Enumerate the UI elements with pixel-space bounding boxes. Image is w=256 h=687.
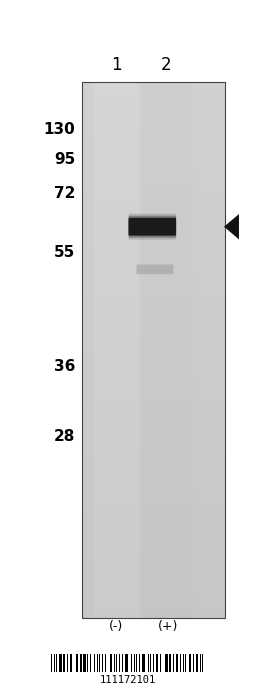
Text: 28: 28 [54,429,76,444]
Bar [176,654,177,672]
Bar [134,654,135,672]
Bar [99,654,100,672]
Text: 72: 72 [54,186,76,201]
Bar [139,654,140,672]
Bar [119,654,120,672]
Bar [157,654,158,672]
Bar [85,654,86,672]
Bar [200,654,201,672]
FancyBboxPatch shape [136,264,173,274]
Bar [143,654,144,672]
Bar [87,654,88,672]
Text: 111172101: 111172101 [100,675,156,685]
Bar [70,654,71,672]
Bar [197,654,198,672]
Bar [77,654,79,672]
Bar [54,654,56,672]
FancyBboxPatch shape [129,218,176,236]
Bar [56,654,57,672]
Bar [80,654,81,672]
Text: (+): (+) [157,620,178,633]
Polygon shape [224,214,239,239]
Bar [196,654,197,672]
Bar [125,654,126,672]
Bar [153,654,154,672]
Text: 1: 1 [111,56,122,74]
Text: (-): (-) [109,620,124,633]
Bar [169,654,170,672]
Bar [59,654,60,672]
FancyBboxPatch shape [129,214,176,240]
Bar [71,654,72,672]
Bar [136,654,137,672]
Bar [60,654,62,672]
Bar [111,654,112,672]
Bar [51,654,52,672]
Bar [94,654,95,672]
Bar [122,654,123,672]
Text: 2: 2 [161,56,172,74]
Bar [110,654,111,672]
Bar [90,654,91,672]
Bar [116,654,117,672]
Bar [177,654,178,672]
Bar [150,654,151,672]
Text: 55: 55 [54,245,76,260]
Bar [160,654,161,672]
Bar [114,654,115,672]
Bar [202,654,203,672]
Bar [97,654,98,672]
Bar [67,654,68,672]
Bar [166,654,167,672]
Bar [142,654,143,672]
Bar [148,654,149,672]
Bar [165,654,166,672]
Bar [82,82,225,618]
Bar [189,654,190,672]
Bar [156,654,157,672]
FancyBboxPatch shape [129,216,176,238]
Bar [131,654,132,672]
Bar [102,654,103,672]
Text: 95: 95 [54,152,76,167]
Bar [76,654,77,672]
Bar [63,654,65,672]
Bar [83,654,84,672]
Bar [173,654,174,672]
Bar [185,654,186,672]
Text: 130: 130 [44,122,76,137]
Bar [193,654,194,672]
Bar [105,654,106,672]
Text: 36: 36 [54,359,76,374]
Bar [126,654,127,672]
Bar [180,654,181,672]
Bar [183,654,184,672]
